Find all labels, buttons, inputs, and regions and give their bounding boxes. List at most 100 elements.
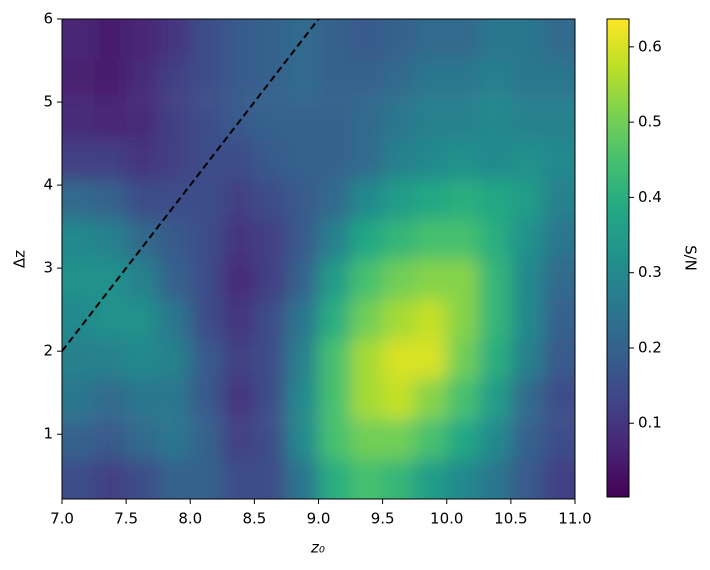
- heatmap-cell: [542, 179, 575, 220]
- heatmap-cell: [542, 58, 575, 100]
- heatmap-cell: [542, 338, 575, 380]
- heatmap-cell: [350, 139, 384, 180]
- heatmap-cell: [286, 338, 319, 380]
- heatmap-cell: [542, 19, 575, 60]
- heatmap-cell: [190, 378, 223, 419]
- heatmap-cell: [414, 338, 448, 380]
- heatmap-cell: [382, 459, 416, 499]
- heatmap-cell: [446, 259, 480, 300]
- heatmap-cell: [446, 19, 480, 60]
- heatmap-cell: [158, 58, 191, 100]
- colorbar-tick-label: 0.5: [638, 113, 662, 131]
- heatmap-cell: [478, 378, 512, 419]
- colorbar: [606, 18, 630, 498]
- heatmap-cell: [158, 219, 191, 260]
- heatmap-cell: [254, 259, 287, 300]
- heatmap-cell: [190, 219, 223, 260]
- heatmap-cell: [94, 298, 127, 340]
- heatmap-cell: [126, 139, 159, 180]
- heatmap-cell: [318, 459, 352, 499]
- heatmap-cell: [446, 338, 480, 380]
- heatmap-cell: [510, 58, 544, 100]
- heatmap-cell: [382, 259, 416, 300]
- heatmap-cell: [542, 259, 575, 300]
- heatmap-cell: [126, 99, 159, 140]
- heatmap-cell: [254, 338, 287, 380]
- y-tick-label: 3: [43, 259, 53, 277]
- heatmap-cell: [542, 219, 575, 260]
- heatmap-cell: [478, 338, 512, 380]
- heatmap-cell: [158, 298, 191, 340]
- heatmap-cell: [222, 378, 255, 419]
- heatmap-cell: [158, 459, 191, 499]
- heatmap-cell: [222, 139, 255, 180]
- heatmap-cell: [478, 459, 512, 499]
- heatmap-cell: [542, 419, 575, 460]
- heatmap-cell: [286, 58, 319, 100]
- heatmap-cell: [478, 419, 512, 460]
- heatmap-cell: [478, 19, 512, 60]
- heatmap-cell: [286, 459, 319, 499]
- heatmap-cell: [414, 259, 448, 300]
- heatmap-cell: [222, 459, 255, 499]
- heatmap-cell: [542, 139, 575, 180]
- heatmap-cell: [414, 58, 448, 100]
- x-tick-label: 8.5: [242, 510, 266, 528]
- heatmap-cell: [350, 19, 384, 60]
- heatmap-cell: [350, 58, 384, 100]
- heatmap-cell: [222, 259, 255, 300]
- x-tick-label: 10.5: [494, 510, 527, 528]
- heatmap-cell: [350, 338, 384, 380]
- heatmap-cell: [446, 459, 480, 499]
- heatmap-cell: [62, 219, 95, 260]
- heatmap-cell: [414, 219, 448, 260]
- heatmap-cell: [350, 378, 384, 419]
- heatmap-cell: [478, 99, 512, 140]
- heatmap-cell: [286, 378, 319, 419]
- heatmap-cell: [254, 419, 287, 460]
- heatmap-cell: [382, 298, 416, 340]
- heatmap-cell: [254, 19, 287, 60]
- heatmap-cell: [286, 99, 319, 140]
- heatmap-cell: [254, 219, 287, 260]
- colorbar-tick-label: 0.1: [638, 414, 662, 432]
- heatmap-cell: [126, 179, 159, 220]
- heatmap-cell: [478, 179, 512, 220]
- heatmap-cell: [126, 219, 159, 260]
- heatmap-cell: [286, 419, 319, 460]
- colorbar-tick-label: 0.3: [638, 263, 662, 281]
- heatmap-cell: [62, 139, 95, 180]
- heatmap-cell: [510, 139, 544, 180]
- heatmap-cell: [94, 219, 127, 260]
- heatmap-cell: [318, 259, 352, 300]
- heatmap-cell: [222, 99, 255, 140]
- heatmap-cell: [62, 298, 95, 340]
- x-tick-label: 7.0: [50, 510, 74, 528]
- x-tick-label: 10.0: [430, 510, 463, 528]
- heatmap-cell: [254, 459, 287, 499]
- heatmap-cell: [126, 19, 159, 60]
- heatmap-cell: [446, 99, 480, 140]
- y-axis-label: Δz: [11, 250, 29, 268]
- heatmap-cell: [382, 179, 416, 220]
- heatmap-cell: [542, 459, 575, 499]
- heatmap-cell: [94, 19, 127, 60]
- heatmap-cell: [94, 338, 127, 380]
- x-tick-label: 7.5: [114, 510, 138, 528]
- y-tick-label: 6: [43, 10, 53, 28]
- heatmap-cell: [158, 378, 191, 419]
- heatmap-cell: [350, 419, 384, 460]
- heatmap-cell: [126, 58, 159, 100]
- heatmap-cell: [478, 219, 512, 260]
- heatmap-cell: [318, 219, 352, 260]
- heatmap-cell: [254, 298, 287, 340]
- heatmap-cell: [254, 378, 287, 419]
- heatmap-cell: [446, 378, 480, 419]
- heatmap-cell: [254, 58, 287, 100]
- heatmap-cell: [126, 259, 159, 300]
- x-tick-label: 9.5: [371, 510, 395, 528]
- y-tick-label: 2: [43, 342, 53, 360]
- heatmap-cell: [158, 139, 191, 180]
- heatmap-cell: [446, 139, 480, 180]
- heatmap-cell: [94, 139, 127, 180]
